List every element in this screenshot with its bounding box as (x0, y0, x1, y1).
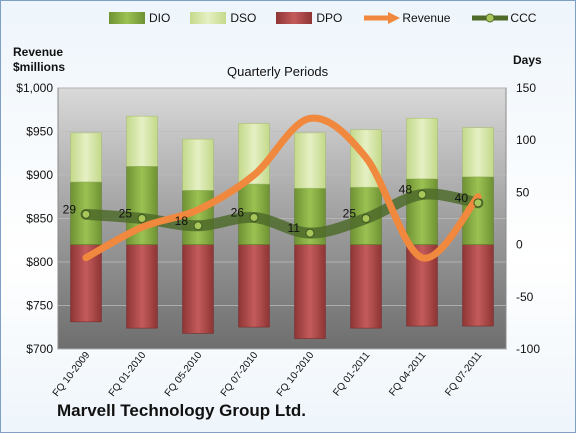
legend-label-dpo: DPO (316, 11, 343, 25)
left-axis-title-line1: Revenue (13, 45, 64, 59)
chart-title: Quarterly Periods (227, 64, 329, 79)
point-ccc (473, 198, 483, 208)
legend-item-dso: DSO (190, 11, 256, 25)
category-label: FQ 04-2011 (387, 350, 428, 399)
bar-dpo (182, 244, 214, 334)
point-ccc (249, 212, 259, 222)
ccc-data-label: 48 (399, 182, 413, 196)
ccc-data-label: 18 (175, 214, 189, 228)
bar-dso (126, 115, 158, 167)
left-tick-label: $800 (26, 255, 53, 269)
right-tick-label: 150 (516, 81, 536, 95)
ccc-data-label: 25 (119, 207, 133, 221)
category-label: FQ 01-2011 (331, 350, 372, 399)
category-label: FQ 05-2010 (163, 350, 205, 399)
left-tick-label: $700 (26, 342, 53, 356)
ccc-data-label: 29 (63, 202, 77, 216)
left-tick-label: $950 (26, 125, 53, 139)
legend-item-revenue: Revenue (362, 11, 450, 25)
right-tick-label: 0 (516, 238, 523, 252)
legend-swatch-ccc (472, 13, 509, 23)
company-name: Marvell Technology Group Ltd. (57, 401, 307, 420)
category-label: FQ 07-2011 (443, 350, 484, 399)
bar-dso (462, 127, 494, 178)
line-ccc (80, 188, 484, 239)
category-label: FQ 10-2009 (51, 350, 93, 399)
left-axis-title-line2: $millions (13, 60, 66, 74)
left-tick-label: $850 (26, 212, 53, 226)
bar-dpo (350, 244, 382, 329)
left-axis-title: Revenue $millions (13, 45, 65, 75)
line-revenue (82, 114, 482, 262)
point-ccc (361, 214, 371, 223)
legend-item-ccc: CCC (470, 11, 536, 25)
category-label: FQ 07-2010 (219, 350, 261, 399)
ccc-data-label: 25 (343, 207, 357, 221)
legend-swatch-dpo (276, 12, 313, 24)
left-tick-label: $750 (26, 299, 53, 313)
right-axis-title: Days (513, 53, 542, 67)
point-ccc (193, 221, 203, 231)
bar-dso (70, 132, 102, 183)
legend-swatch-dio (109, 12, 145, 24)
left-tick-label: $900 (26, 168, 53, 182)
legend-label-dio: DIO (149, 11, 171, 25)
point-ccc (137, 214, 147, 223)
legend-item-dpo: DPO (276, 11, 342, 25)
right-tick-label: 100 (516, 133, 536, 147)
bar-dso (182, 138, 214, 191)
point-ccc (81, 209, 91, 219)
legend-swatch-dso (190, 12, 227, 24)
left-tick-label: $1,000 (16, 81, 53, 95)
ccc-data-label: 40 (455, 191, 469, 205)
category-label: FQ 01-2010 (107, 350, 149, 399)
right-tick-label: -100 (516, 342, 540, 356)
legend-item-dio: DIO (109, 11, 170, 25)
legend-label-dso: DSO (230, 11, 257, 25)
ccc-data-label: 11 (288, 221, 301, 235)
bar-dso (294, 132, 326, 189)
bar-dso (406, 117, 438, 180)
legend-label-ccc: CCC (510, 11, 537, 25)
point-ccc (417, 189, 427, 199)
category-label: FQ 10-2010 (275, 350, 317, 399)
legend-swatch-revenue (364, 12, 401, 24)
bar-dio (182, 190, 214, 245)
right-tick-label: -50 (516, 290, 534, 304)
right-tick-label: 50 (516, 185, 530, 199)
bar-dpo (294, 244, 326, 339)
legend-label-revenue: Revenue (402, 11, 451, 25)
bar-dpo (462, 244, 494, 327)
ccc-data-label: 26 (231, 205, 245, 219)
legend: DIO DSO DPO Revenue CCC (109, 11, 556, 25)
bar-dpo (126, 244, 158, 329)
point-ccc (305, 228, 315, 238)
bar-dpo (238, 244, 270, 328)
